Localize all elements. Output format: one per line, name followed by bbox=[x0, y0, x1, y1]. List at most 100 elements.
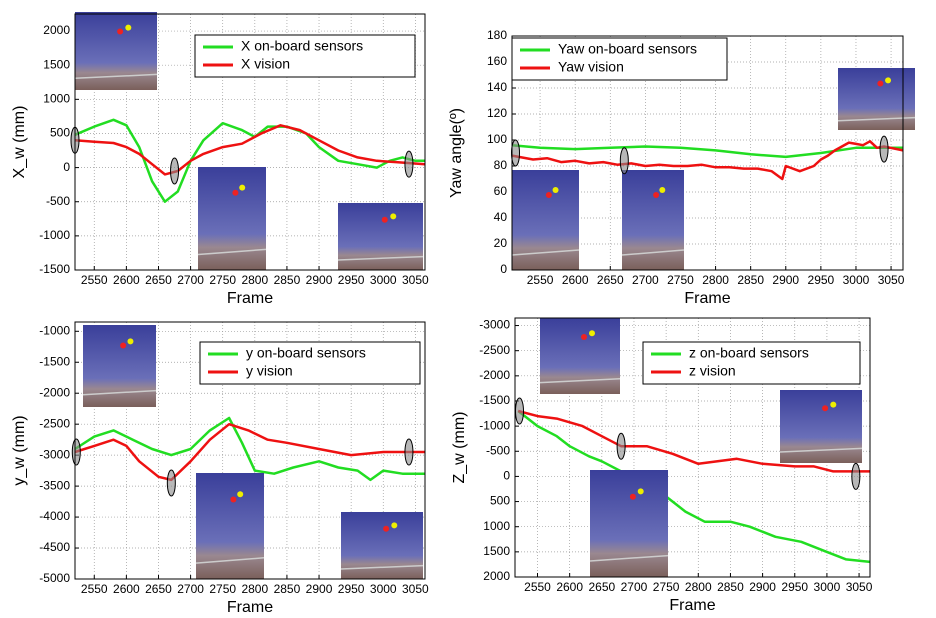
inset-road bbox=[589, 554, 669, 562]
y-tick-label: 80 bbox=[494, 158, 508, 172]
x-tick-label: 3000 bbox=[814, 580, 841, 594]
highlight bbox=[404, 150, 414, 178]
y-tick-label: 1000 bbox=[43, 92, 70, 106]
inset-marker bbox=[589, 330, 595, 337]
y-tick-label: 1000 bbox=[483, 519, 510, 533]
x-axis-label: Frame bbox=[227, 290, 273, 307]
inset-photo bbox=[198, 167, 266, 270]
y-tick-label: 120 bbox=[487, 106, 507, 120]
highlight bbox=[511, 139, 521, 167]
plot-frame bbox=[74, 13, 426, 271]
series-line bbox=[74, 124, 426, 176]
y-tick-label: -500 bbox=[46, 194, 70, 208]
x-tick-label: 2750 bbox=[209, 273, 236, 287]
y-tick-label: -3000 bbox=[39, 447, 70, 461]
series-line bbox=[511, 140, 904, 181]
x-tick-label: 3000 bbox=[843, 273, 870, 287]
x-tick-label: 3050 bbox=[402, 582, 429, 596]
plot-frame bbox=[511, 35, 904, 271]
x-tick-label: 2900 bbox=[772, 273, 799, 287]
highlight bbox=[404, 438, 414, 466]
x-tick-label: 2850 bbox=[274, 582, 301, 596]
inset-road bbox=[539, 378, 621, 384]
legend-box bbox=[642, 341, 861, 385]
x-tick-label: 2600 bbox=[556, 580, 583, 594]
inset-road bbox=[82, 389, 157, 396]
inset-marker bbox=[232, 189, 239, 196]
highlight bbox=[851, 462, 861, 490]
x-tick-label: 2600 bbox=[113, 273, 140, 287]
y-tick-label: 500 bbox=[490, 494, 510, 508]
y-tick-label: 160 bbox=[487, 54, 507, 68]
y-tick-label: 0 bbox=[63, 160, 70, 174]
inset-road bbox=[197, 248, 267, 256]
x-tick-label: 2750 bbox=[209, 582, 236, 596]
y-tick-label: 140 bbox=[487, 80, 507, 94]
inset-marker bbox=[653, 192, 660, 198]
x-tick-label: 2650 bbox=[145, 273, 172, 287]
inset-marker bbox=[830, 401, 837, 408]
series-line bbox=[74, 422, 425, 482]
inset-marker bbox=[237, 491, 244, 498]
inset-marker bbox=[659, 187, 666, 193]
x-tick-label: 2550 bbox=[81, 273, 108, 287]
legend-box bbox=[199, 341, 421, 385]
inset-marker bbox=[545, 192, 552, 198]
x-tick-label: 2700 bbox=[177, 582, 204, 596]
inset-marker bbox=[127, 338, 134, 345]
inset-marker bbox=[391, 522, 398, 529]
x-tick-label: 2800 bbox=[241, 582, 268, 596]
y-tick-label: 2000 bbox=[483, 569, 510, 583]
inset-road bbox=[779, 447, 863, 453]
inset-road bbox=[340, 564, 424, 570]
x-tick-label: 3050 bbox=[402, 273, 429, 287]
x-tick-label: 2900 bbox=[306, 273, 333, 287]
y-tick-label: -4000 bbox=[39, 509, 70, 523]
y-axis-label: X_w (mm) bbox=[11, 106, 28, 179]
inset-marker bbox=[637, 488, 644, 495]
y-tick-label: -3500 bbox=[39, 478, 70, 492]
y-tick-label: 0 bbox=[500, 262, 507, 276]
x-tick-label: 2650 bbox=[597, 273, 624, 287]
inset-marker bbox=[383, 525, 390, 532]
x-tick-label: 2950 bbox=[781, 580, 808, 594]
x-tick-label: 2600 bbox=[113, 582, 140, 596]
inset-road bbox=[621, 249, 685, 256]
inset-road bbox=[74, 73, 158, 80]
highlight bbox=[170, 157, 180, 185]
y-tick-label: -2000 bbox=[479, 368, 510, 382]
y-axis-label: Yaw angle(º) bbox=[448, 108, 465, 198]
y-tick-label: 180 bbox=[487, 28, 507, 42]
x-tick-label: 3050 bbox=[846, 580, 873, 594]
chart-panel: 2550 2600 2650 2700 2750 2800 2850 2900 2950 3000… bbox=[11, 321, 429, 616]
inset-road bbox=[511, 249, 580, 256]
inset-marker bbox=[239, 184, 246, 191]
x-tick-label: 2950 bbox=[338, 582, 365, 596]
y-tick-label: 100 bbox=[487, 132, 507, 146]
inset-road bbox=[837, 116, 916, 122]
y-tick-label: -2000 bbox=[39, 385, 70, 399]
legend-box bbox=[511, 37, 728, 81]
y-tick-label: -4500 bbox=[39, 540, 70, 554]
x-axis-label: Frame bbox=[669, 597, 715, 614]
y-tick-label: 0 bbox=[503, 469, 510, 483]
x-tick-label: 2900 bbox=[306, 582, 333, 596]
x-tick-label: 2750 bbox=[653, 580, 680, 594]
x-tick-label: 3050 bbox=[878, 273, 905, 287]
y-tick-label: -1000 bbox=[479, 418, 510, 432]
inset-marker bbox=[381, 216, 388, 223]
x-tick-label: 2700 bbox=[632, 273, 659, 287]
y-tick-label: -500 bbox=[486, 443, 510, 457]
series-line bbox=[74, 416, 425, 482]
x-tick-label: 2850 bbox=[737, 273, 764, 287]
x-tick-label: 2950 bbox=[808, 273, 835, 287]
inset-marker bbox=[822, 405, 829, 412]
x-tick-label: 2800 bbox=[241, 273, 268, 287]
y-tick-label: 1500 bbox=[483, 544, 510, 558]
highlight bbox=[616, 432, 626, 460]
inset-marker bbox=[390, 213, 397, 220]
y-tick-label: -2500 bbox=[39, 416, 70, 430]
plot-frame bbox=[74, 321, 426, 580]
x-tick-label: 2800 bbox=[685, 580, 712, 594]
